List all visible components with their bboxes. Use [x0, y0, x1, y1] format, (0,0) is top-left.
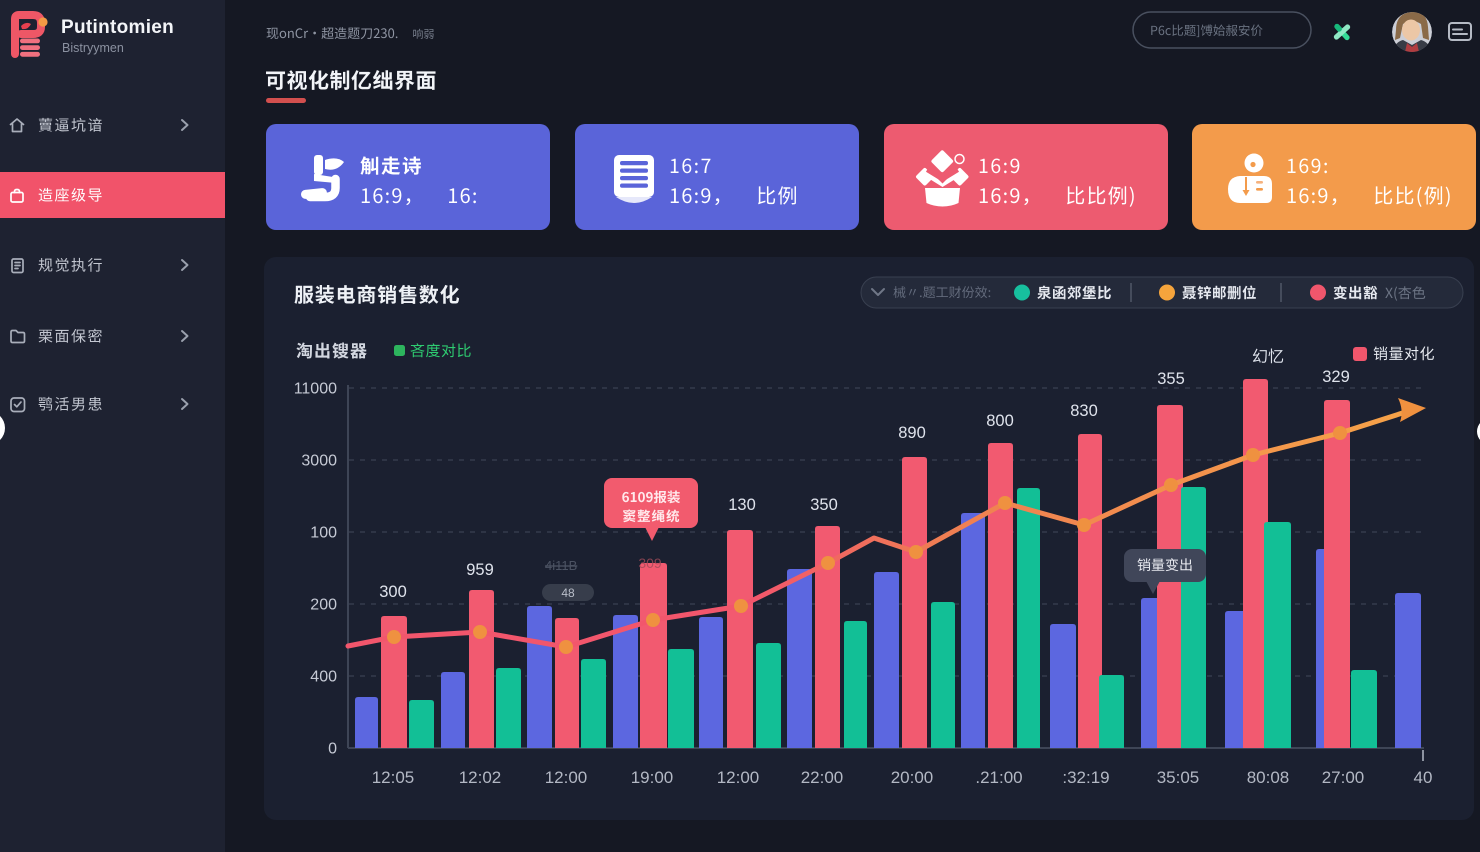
svg-text:35:05: 35:05: [1157, 768, 1200, 787]
svg-text:830: 830: [1070, 402, 1098, 420]
svg-text:.21:00: .21:00: [975, 768, 1022, 787]
svg-text:329: 329: [1322, 368, 1350, 386]
svg-text:48: 48: [561, 586, 575, 600]
svg-text:200: 200: [310, 597, 337, 614]
svg-text:4i11B: 4i11B: [545, 558, 577, 573]
svg-text:300: 300: [379, 583, 407, 601]
svg-text:890: 890: [898, 424, 926, 442]
svg-text:3000: 3000: [301, 453, 337, 470]
svg-text:800: 800: [986, 412, 1014, 430]
svg-text:12:00: 12:00: [717, 768, 760, 787]
svg-text:20:00: 20:00: [891, 768, 934, 787]
svg-text:11000: 11000: [294, 381, 337, 398]
svg-text:0: 0: [328, 741, 337, 758]
svg-text:100: 100: [310, 525, 337, 542]
svg-text:400: 400: [310, 669, 337, 686]
svg-text:12:02: 12:02: [459, 768, 502, 787]
svg-text:27:00: 27:00: [1322, 768, 1365, 787]
svg-text:309: 309: [638, 555, 662, 571]
svg-text:80:08: 80:08: [1247, 768, 1290, 787]
svg-text:959: 959: [466, 561, 494, 579]
svg-text::32:19: :32:19: [1062, 768, 1109, 787]
svg-text:12:05: 12:05: [372, 768, 415, 787]
svg-text:19:00: 19:00: [631, 768, 674, 787]
svg-text:130: 130: [728, 496, 756, 514]
svg-text:350: 350: [810, 496, 838, 514]
svg-text:355: 355: [1157, 370, 1185, 388]
svg-text:22:00: 22:00: [801, 768, 844, 787]
svg-text:40: 40: [1414, 768, 1433, 787]
svg-text:12:00: 12:00: [545, 768, 588, 787]
